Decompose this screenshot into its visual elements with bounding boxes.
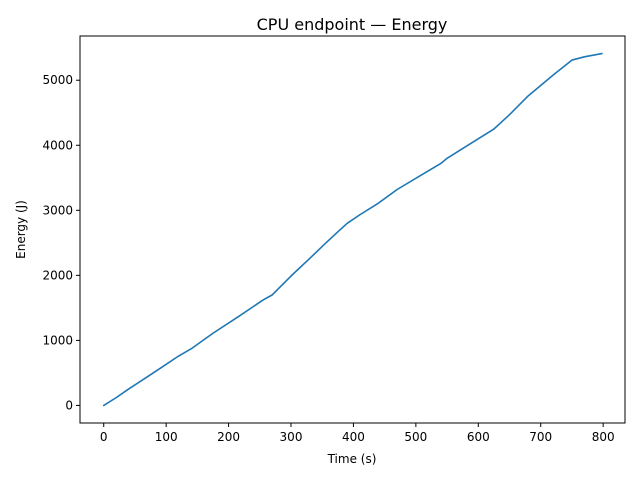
plot-area <box>102 52 603 407</box>
y-tick-label: 0 <box>65 398 73 412</box>
x-tick-label: 100 <box>155 430 178 444</box>
x-tick-label: 200 <box>217 430 240 444</box>
y-tick-label: 3000 <box>42 203 73 217</box>
y-axis: 0 1000 2000 3000 4000 5000 <box>42 73 80 412</box>
y-tick-label: 2000 <box>42 268 73 282</box>
plot-frame <box>79 35 626 424</box>
y-axis-label: Energy (J) <box>14 200 28 259</box>
x-tick-label: 400 <box>342 430 365 444</box>
x-axis-label: Time (s) <box>327 452 377 466</box>
x-tick-label: 600 <box>467 430 490 444</box>
x-tick-label: 0 <box>100 430 108 444</box>
chart-title: CPU endpoint — Energy <box>257 15 448 34</box>
y-tick-label: 1000 <box>42 333 73 347</box>
x-tick-label: 500 <box>404 430 427 444</box>
y-tick-label: 5000 <box>42 73 73 87</box>
energy-series-line <box>102 52 603 407</box>
x-axis: 0 100 200 300 400 500 600 700 800 <box>100 423 615 444</box>
x-tick-label: 300 <box>280 430 303 444</box>
x-tick-label: 700 <box>529 430 552 444</box>
y-tick-label: 4000 <box>42 138 73 152</box>
x-tick-label: 800 <box>592 430 615 444</box>
